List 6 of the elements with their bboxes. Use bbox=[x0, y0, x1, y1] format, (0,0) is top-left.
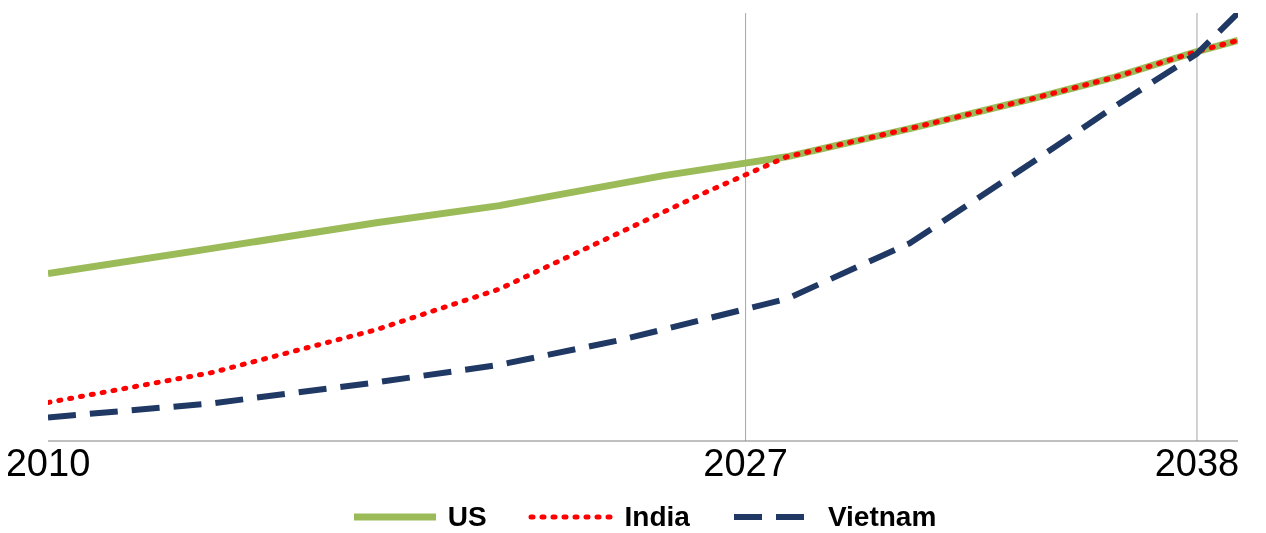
legend-label: Vietnam bbox=[827, 501, 937, 533]
legend-label: India bbox=[624, 501, 690, 533]
x-tick-label: 2010 bbox=[5, 441, 91, 484]
x-tick-label: 2038 bbox=[1154, 441, 1240, 484]
legend-label: US bbox=[447, 501, 487, 533]
x-tick-label: 2027 bbox=[703, 441, 788, 484]
